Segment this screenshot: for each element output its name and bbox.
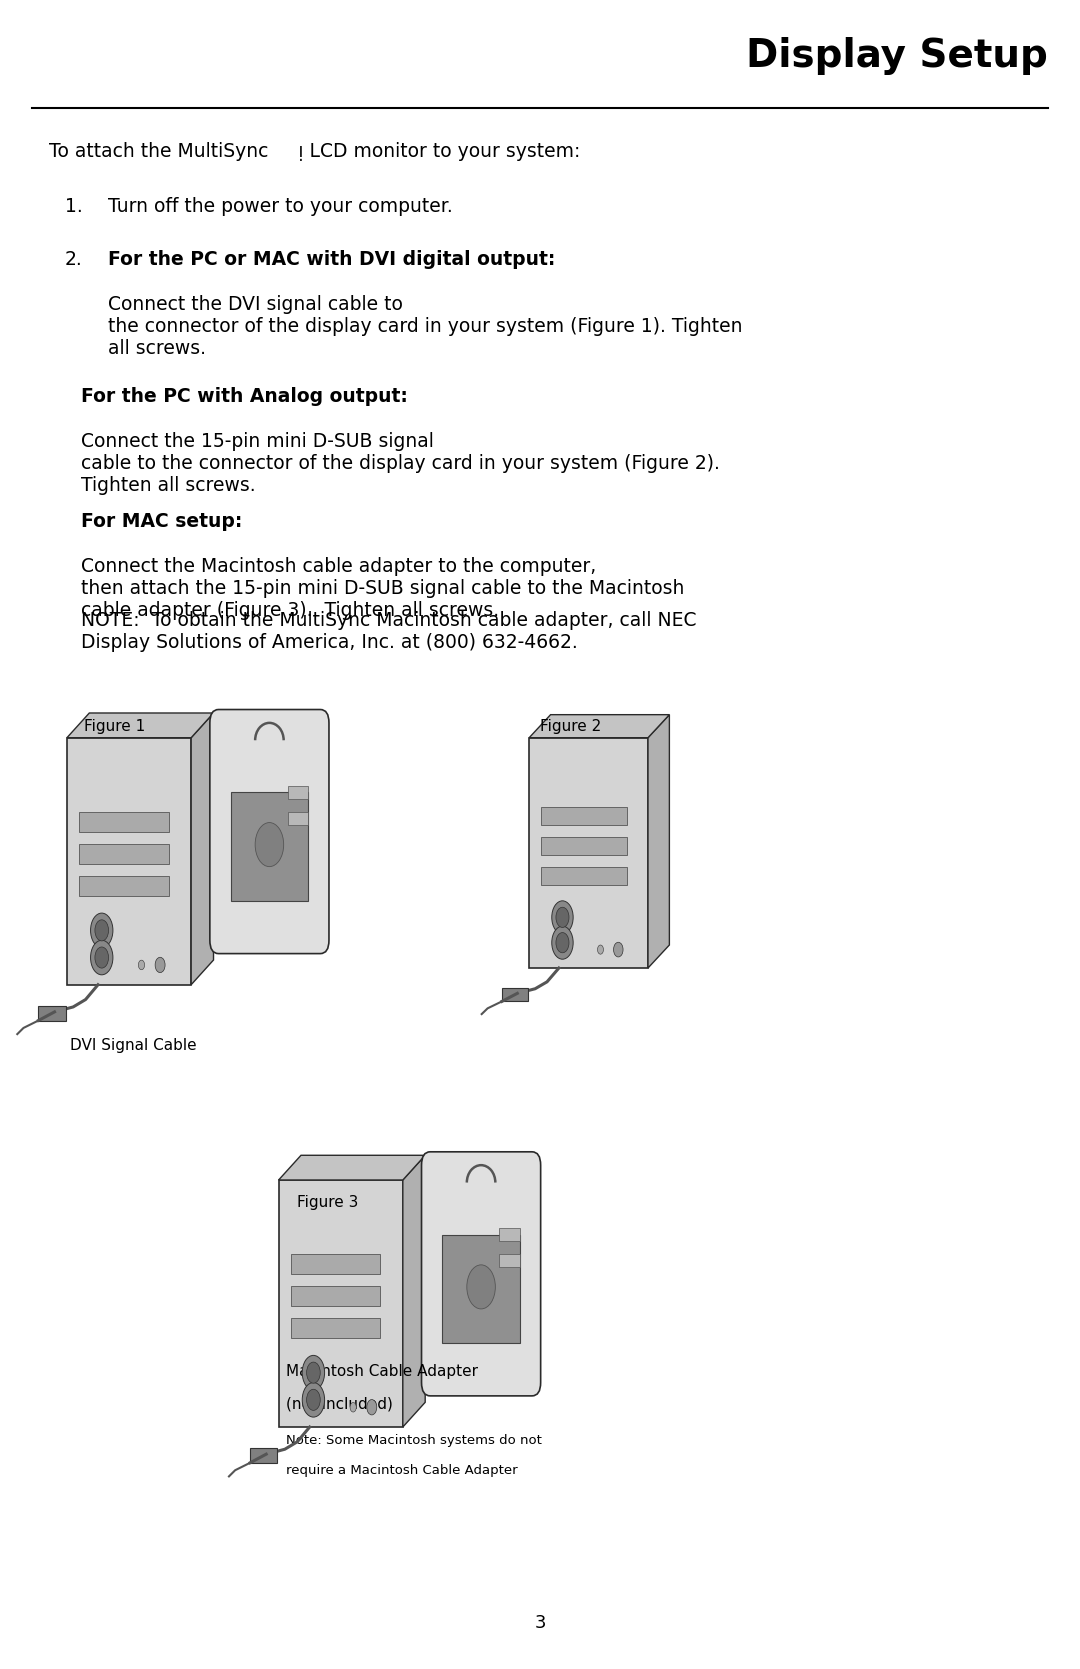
Text: Macintosh Cable Adapter: Macintosh Cable Adapter [286, 1364, 478, 1379]
FancyBboxPatch shape [443, 1235, 519, 1344]
Text: DVI Signal Cable: DVI Signal Cable [70, 1038, 197, 1053]
Text: Connect the Macintosh cable adapter to the computer,
then attach the 15-pin mini: Connect the Macintosh cable adapter to t… [81, 557, 685, 621]
Circle shape [156, 958, 165, 973]
Circle shape [597, 945, 604, 955]
Text: For the PC with Analog output:: For the PC with Analog output: [81, 387, 408, 406]
Text: Figure 3: Figure 3 [297, 1195, 359, 1210]
FancyBboxPatch shape [502, 988, 528, 1001]
Polygon shape [648, 714, 670, 968]
Text: For the PC or MAC with DVI digital output:: For the PC or MAC with DVI digital outpu… [108, 250, 555, 269]
Polygon shape [191, 713, 214, 985]
Text: (not included): (not included) [286, 1397, 393, 1412]
Text: Figure 2: Figure 2 [540, 719, 602, 734]
Circle shape [556, 933, 569, 953]
Text: require a Macintosh Cable Adapter: require a Macintosh Cable Adapter [286, 1464, 517, 1477]
Circle shape [302, 1382, 325, 1417]
Circle shape [367, 1400, 377, 1415]
FancyBboxPatch shape [287, 786, 308, 799]
FancyBboxPatch shape [80, 876, 168, 896]
Text: 3: 3 [535, 1614, 545, 1632]
Text: Connect the DVI signal cable to
the connector of the display card in your system: Connect the DVI signal cable to the conn… [108, 295, 743, 359]
Text: Turn off the power to your computer.: Turn off the power to your computer. [108, 197, 453, 215]
Circle shape [467, 1265, 496, 1308]
Circle shape [302, 1355, 325, 1390]
Polygon shape [67, 713, 214, 738]
FancyBboxPatch shape [292, 1253, 380, 1273]
Text: For MAC setup:: For MAC setup: [81, 512, 242, 531]
Circle shape [552, 926, 573, 960]
FancyBboxPatch shape [499, 1228, 519, 1242]
Polygon shape [529, 714, 670, 738]
Circle shape [95, 920, 109, 941]
FancyBboxPatch shape [80, 811, 168, 831]
FancyBboxPatch shape [292, 1319, 380, 1339]
Circle shape [307, 1389, 321, 1410]
Text: 1.: 1. [65, 197, 82, 215]
FancyBboxPatch shape [541, 806, 626, 824]
Text: 2.: 2. [65, 250, 82, 269]
Polygon shape [279, 1155, 426, 1180]
FancyBboxPatch shape [251, 1449, 278, 1462]
Text: Figure 1: Figure 1 [84, 719, 146, 734]
FancyBboxPatch shape [231, 793, 308, 901]
Polygon shape [403, 1155, 426, 1427]
FancyBboxPatch shape [39, 1006, 66, 1020]
FancyBboxPatch shape [541, 836, 626, 855]
FancyBboxPatch shape [499, 1255, 519, 1267]
Circle shape [255, 823, 284, 866]
FancyBboxPatch shape [80, 845, 168, 863]
FancyBboxPatch shape [287, 813, 308, 824]
FancyBboxPatch shape [210, 709, 329, 953]
Text: Display Setup: Display Setup [745, 37, 1048, 75]
FancyBboxPatch shape [292, 1287, 380, 1305]
FancyBboxPatch shape [541, 866, 626, 885]
Text: To attach the MultiSync     ᴉ LCD monitor to your system:: To attach the MultiSync ᴉ LCD monitor to… [49, 142, 580, 160]
Circle shape [91, 940, 113, 975]
Circle shape [138, 960, 145, 970]
Text: Connect the 15-pin mini D-SUB signal
cable to the connector of the display card : Connect the 15-pin mini D-SUB signal cab… [81, 432, 720, 496]
FancyBboxPatch shape [421, 1152, 541, 1395]
Text: Note: Some Macintosh systems do not: Note: Some Macintosh systems do not [286, 1434, 542, 1447]
FancyBboxPatch shape [67, 738, 191, 985]
FancyBboxPatch shape [529, 738, 648, 968]
Circle shape [552, 901, 573, 935]
Circle shape [556, 908, 569, 928]
Circle shape [91, 913, 113, 948]
Circle shape [350, 1402, 356, 1412]
Text: NOTE:  To obtain the MultiSync Macintosh cable adapter, call NEC
Display Solutio: NOTE: To obtain the MultiSync Macintosh … [81, 611, 697, 653]
Circle shape [307, 1362, 321, 1384]
Circle shape [613, 943, 623, 956]
FancyBboxPatch shape [279, 1180, 403, 1427]
Circle shape [95, 946, 109, 968]
